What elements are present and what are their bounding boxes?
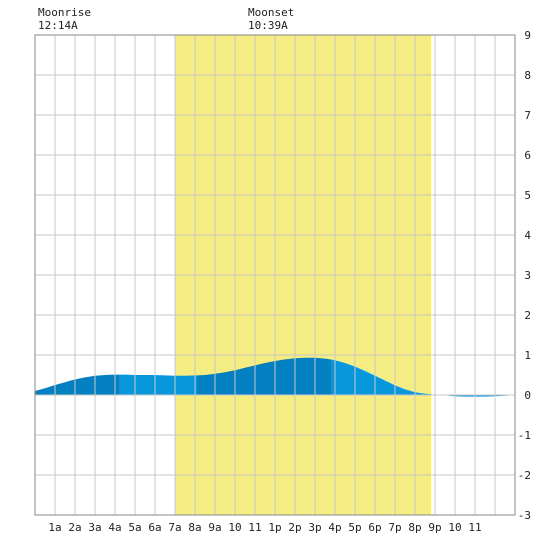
y-tick-label: 9: [524, 29, 531, 42]
y-tick-label: 5: [524, 189, 531, 202]
y-tick-label: 4: [524, 229, 531, 242]
y-tick-label: 6: [524, 149, 531, 162]
x-tick-label: 9a: [208, 521, 221, 534]
x-tick-label: 2p: [288, 521, 301, 534]
x-tick-label: 4a: [108, 521, 121, 534]
x-tick-label: 5a: [128, 521, 141, 534]
y-tick-label: 1: [524, 349, 531, 362]
x-tick-label: 3a: [88, 521, 101, 534]
y-tick-label: -2: [518, 469, 531, 482]
x-tick-labels: 1a 2a 3a 4a 5a 6a 7a 8a 9a 10 11 1p 2p 3p 4p 5p 6p 7p 8p 9p…: [48, 521, 481, 534]
x-tick-label: 1a: [48, 521, 61, 534]
x-tick-label: 5p: [348, 521, 361, 534]
y-tick-label: 0: [524, 389, 531, 402]
x-tick-label: 7p: [388, 521, 401, 534]
tide-area-band: [119, 374, 197, 395]
tide-area-band: [35, 374, 119, 395]
x-tick-label: 11: [248, 521, 261, 534]
x-tick-label: 6p: [368, 521, 381, 534]
moonrise-label: Moonrise: [38, 6, 91, 19]
plot-frame-layer: [34, 34, 516, 516]
x-tick-label: 8p: [408, 521, 421, 534]
y-tick-labels: -3 -2 -1 0 1 2 3 4 5 6 7 8 9: [518, 29, 532, 522]
y-tick-label: -3: [518, 509, 531, 522]
x-tick-label: 11: [468, 521, 481, 534]
tide-area-band: [197, 357, 331, 395]
x-tick-label: 6a: [148, 521, 161, 534]
x-tick-label: 9p: [428, 521, 441, 534]
y-tick-label: 7: [524, 109, 531, 122]
x-tick-label: 4p: [328, 521, 341, 534]
x-tick-label: 3p: [308, 521, 321, 534]
y-tick-label: 3: [524, 269, 531, 282]
y-tick-label: 2: [524, 309, 531, 322]
x-tick-label: 10: [448, 521, 461, 534]
x-tick-label: 7a: [168, 521, 181, 534]
moonset-time: 10:39A: [248, 19, 288, 32]
grid-layer: [35, 35, 515, 515]
moonset-label: Moonset: [248, 6, 294, 19]
plot-frame: [34, 34, 516, 516]
y-tick-label: 8: [524, 69, 531, 82]
tide-area-band: [331, 359, 515, 397]
x-tick-label: 2a: [68, 521, 81, 534]
x-tick-label: 8a: [188, 521, 201, 534]
x-tick-label: 10: [228, 521, 241, 534]
tide-area-layer: [35, 357, 515, 397]
x-tick-label: 1p: [268, 521, 281, 534]
moonrise-time: 12:14A: [38, 19, 78, 32]
y-tick-label: -1: [518, 429, 531, 442]
